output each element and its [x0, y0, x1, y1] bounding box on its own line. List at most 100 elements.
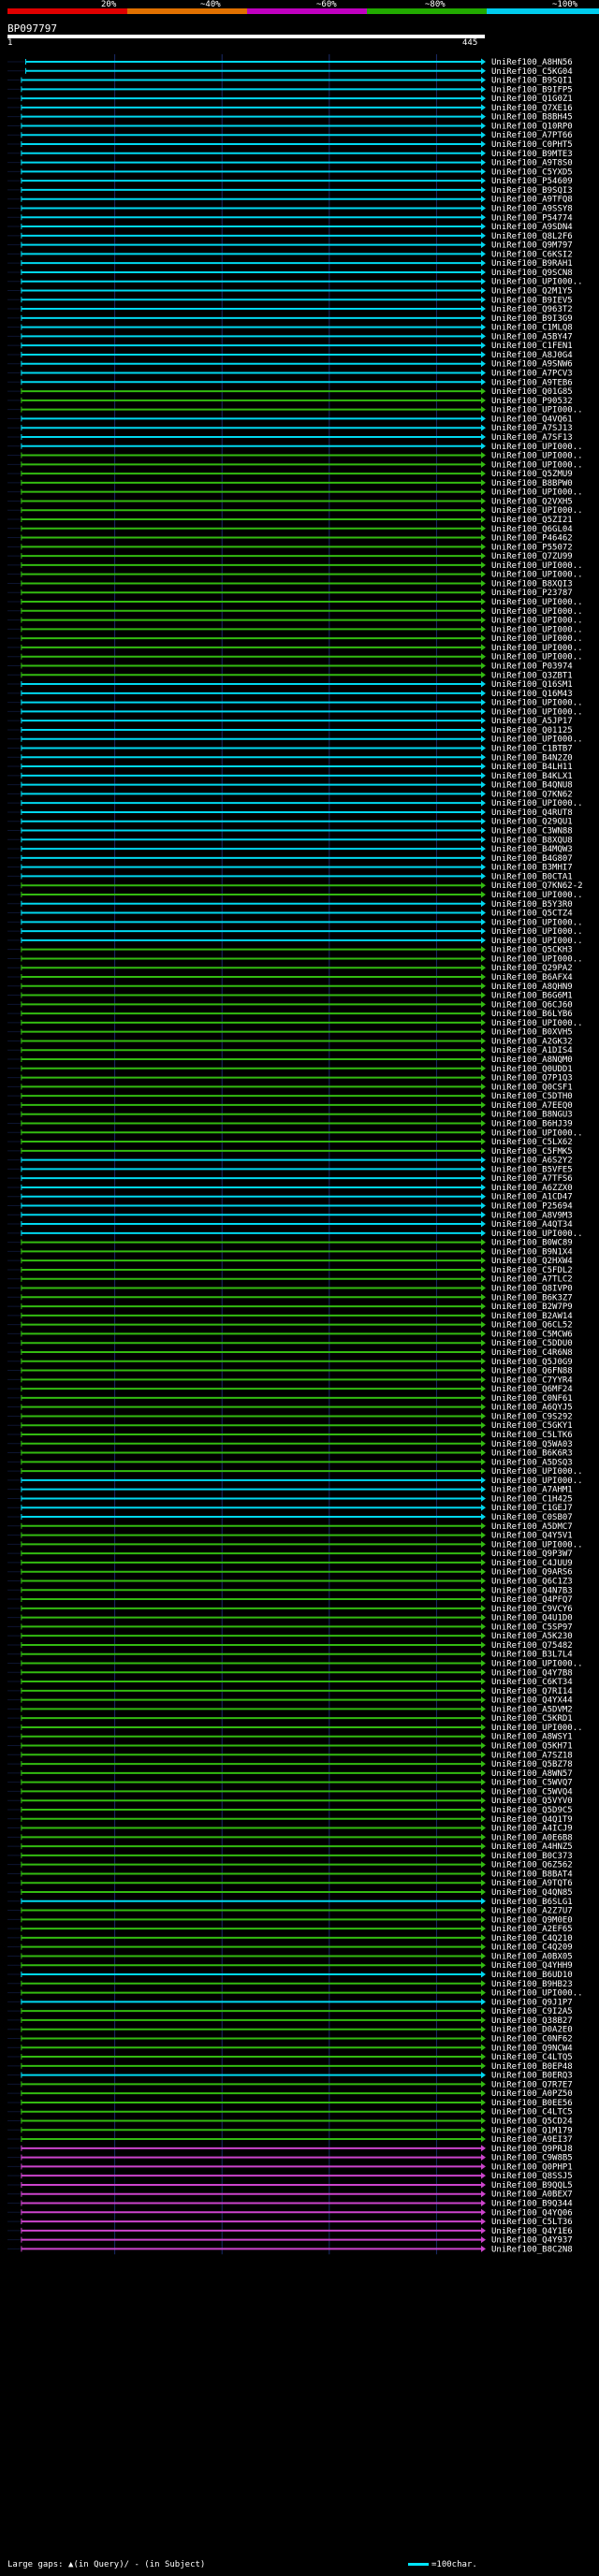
hit-label[interactable]: UniRef100_A4QT34 [491, 1220, 573, 1230]
hit-label[interactable]: UniRef100_A7PCV3 [491, 370, 573, 379]
hit-label[interactable]: UniRef100_UPI000.. [491, 1660, 583, 1669]
hit-label[interactable]: UniRef100_Q5D9C5 [491, 1806, 573, 1815]
hit-label[interactable]: UniRef100_UPI000.. [491, 607, 583, 617]
hit-label[interactable]: UniRef100_A0BX05 [491, 1952, 573, 1961]
hit-label[interactable]: UniRef100_B9IEV5 [491, 296, 573, 305]
hit-label[interactable]: UniRef100_B9N1X4 [491, 1247, 573, 1257]
hit-label[interactable]: UniRef100_Q9NCW4 [491, 2044, 573, 2053]
hit-label[interactable]: UniRef100_B9QQL5 [491, 2181, 573, 2190]
hit-label[interactable]: UniRef100_Q9M797 [491, 241, 573, 251]
hit-label[interactable]: UniRef100_Q5BZ78 [491, 1760, 573, 1769]
hit-label[interactable]: UniRef100_B4N2Z0 [491, 753, 573, 763]
hit-label[interactable]: UniRef100_A5JP17 [491, 717, 573, 726]
hit-label[interactable]: UniRef100_Q9ARS6 [491, 1568, 573, 1578]
hit-label[interactable]: UniRef100_C5LTK6 [491, 1431, 573, 1440]
hit-label[interactable]: UniRef100_C5SP97 [491, 1623, 573, 1632]
hit-label[interactable]: UniRef100_C5LT36 [491, 2218, 573, 2227]
hit-label[interactable]: UniRef100_UPI000.. [491, 891, 583, 900]
hit-label[interactable]: UniRef100_P23787 [491, 589, 573, 598]
hit-label[interactable]: UniRef100_A7SZ18 [491, 1751, 573, 1760]
hit-label[interactable]: UniRef100_C5MCW6 [491, 1330, 573, 1339]
hit-label[interactable]: UniRef100_Q2VXH5 [491, 497, 573, 506]
hit-label[interactable]: UniRef100_B0WC89 [491, 1239, 573, 1248]
hit-label[interactable]: UniRef100_B0XVH5 [491, 1028, 573, 1038]
hit-label[interactable]: UniRef100_Q7P1Q3 [491, 1074, 573, 1084]
hit-label[interactable]: UniRef100_UPI000.. [491, 653, 583, 662]
hit-label[interactable]: UniRef100_A1DIS4 [491, 1046, 573, 1055]
hit-label[interactable]: UniRef100_Q4YX44 [491, 1696, 573, 1706]
hit-label[interactable]: UniRef100_A9T8S0 [491, 159, 573, 168]
hit-label[interactable]: UniRef100_Q29QU1 [491, 818, 573, 827]
hit-label[interactable]: UniRef100_B2W7P9 [491, 1303, 573, 1312]
hit-label[interactable]: UniRef100_A6QYJ5 [491, 1404, 573, 1413]
hit-label[interactable]: UniRef100_UPI000.. [491, 625, 583, 634]
hit-label[interactable]: UniRef100_Q7ZU99 [491, 552, 573, 561]
hit-label[interactable]: UniRef100_Q01G85 [491, 387, 573, 397]
hit-label[interactable]: UniRef100_C6KT34 [491, 1678, 573, 1687]
hit-label[interactable]: UniRef100_A7EEQ0 [491, 1101, 573, 1111]
hit-label[interactable]: UniRef100_UPI000.. [491, 1019, 583, 1028]
hit-label[interactable]: UniRef100_B8BPW0 [491, 479, 573, 488]
hit-label[interactable]: UniRef100_A2GK32 [491, 1037, 573, 1046]
hit-label[interactable]: UniRef100_A9SSY8 [491, 204, 573, 213]
hit-label[interactable]: UniRef100_UPI000.. [491, 1230, 583, 1239]
hit-label[interactable]: UniRef100_UPI000.. [491, 406, 583, 415]
hit-label[interactable]: UniRef100_Q4Y5V1 [491, 1532, 573, 1541]
hit-label[interactable]: UniRef100_Q8IVP0 [491, 1285, 573, 1294]
hit-label[interactable]: UniRef100_B8NGU3 [491, 1111, 573, 1120]
hit-label[interactable]: UniRef100_A7SJ13 [491, 424, 573, 433]
hit-label[interactable]: UniRef100_Q4Y7B8 [491, 1668, 573, 1678]
hit-label[interactable]: UniRef100_UPI000.. [491, 598, 583, 607]
hit-label[interactable]: UniRef100_Q9SCN8 [491, 269, 573, 278]
hit-label[interactable]: UniRef100_Q4N7B3 [491, 1586, 573, 1595]
hit-label[interactable]: UniRef100_C5GKY1 [491, 1421, 573, 1431]
hit-label[interactable]: UniRef100_B9IFP5 [491, 85, 573, 95]
hit-label[interactable]: UniRef100_B9I3G9 [491, 314, 573, 324]
hit-label[interactable]: UniRef100_Q5CKH3 [491, 946, 573, 955]
hit-label[interactable]: UniRef100_UPI000.. [491, 278, 583, 287]
hit-label[interactable]: UniRef100_B8BAT4 [491, 1870, 573, 1879]
hit-label[interactable]: UniRef100_A2Z7U7 [491, 1907, 573, 1916]
hit-label[interactable]: UniRef100_C1H425 [491, 1494, 573, 1504]
hit-label[interactable]: UniRef100_Q8L2F6 [491, 232, 573, 241]
hit-label[interactable]: UniRef100_C7YYR4 [491, 1375, 573, 1385]
hit-label[interactable]: UniRef100_P25694 [491, 1202, 573, 1212]
hit-label[interactable]: UniRef100_B8XQU8 [491, 836, 573, 845]
hit-label[interactable]: UniRef100_UPI000.. [491, 937, 583, 946]
hit-label[interactable]: UniRef100_A4ICJ9 [491, 1825, 573, 1834]
hit-label[interactable]: UniRef100_B6HJ39 [491, 1119, 573, 1128]
hit-label[interactable]: UniRef100_UPI000.. [491, 571, 583, 580]
hit-label[interactable]: UniRef100_UPI000.. [491, 1989, 583, 1999]
hit-label[interactable]: UniRef100_UPI000.. [491, 1128, 583, 1138]
hit-label[interactable]: UniRef100_Q29PA2 [491, 964, 573, 973]
hit-label[interactable]: UniRef100_A8HN56 [491, 58, 573, 67]
hit-label[interactable]: UniRef100_B2AW14 [491, 1312, 573, 1321]
hit-label[interactable]: UniRef100_C5DDU0 [491, 1339, 573, 1348]
hit-label[interactable]: UniRef100_C6KSI2 [491, 250, 573, 259]
hit-label[interactable]: UniRef100_C5FDL2 [491, 1266, 573, 1275]
hit-label[interactable]: UniRef100_A8NQM0 [491, 1055, 573, 1065]
hit-label[interactable]: UniRef100_Q6FN88 [491, 1367, 573, 1376]
hit-label[interactable]: UniRef100_UPI000.. [491, 452, 583, 461]
hit-label[interactable]: UniRef100_UPI000.. [491, 617, 583, 626]
hit-label[interactable]: UniRef100_Q0PHP1 [491, 2162, 573, 2172]
hit-label[interactable]: UniRef100_Q4VQ61 [491, 415, 573, 424]
hit-label[interactable]: UniRef100_UPI000.. [491, 1477, 583, 1486]
hit-label[interactable]: UniRef100_C5DTH0 [491, 1092, 573, 1101]
hit-label[interactable]: UniRef100_Q5ZI21 [491, 516, 573, 525]
hit-label[interactable]: UniRef100_B9SQI3 [491, 186, 573, 196]
hit-label[interactable]: UniRef100_C4Q210 [491, 1934, 573, 1943]
hit-label[interactable]: UniRef100_Q4U1D0 [491, 1614, 573, 1623]
hit-label[interactable]: UniRef100_B0ERQ3 [491, 2072, 573, 2081]
hit-label[interactable]: UniRef100_Q5CD24 [491, 2118, 573, 2127]
hit-label[interactable]: UniRef100_A7PT66 [491, 131, 573, 140]
hit-label[interactable]: UniRef100_A9TQT6 [491, 1879, 573, 1888]
hit-label[interactable]: UniRef100_C9I2A5 [491, 2007, 573, 2016]
hit-label[interactable]: UniRef100_Q9P3W7 [491, 1550, 573, 1559]
hit-label[interactable]: UniRef100_B4LH11 [491, 763, 573, 772]
hit-label[interactable]: UniRef100_C5YXD5 [491, 167, 573, 177]
hit-label[interactable]: UniRef100_Q3ZBT1 [491, 671, 573, 680]
hit-label[interactable]: UniRef100_Q4Q1T9 [491, 1815, 573, 1825]
hit-label[interactable]: UniRef100_Q6C1Z3 [491, 1577, 573, 1586]
hit-label[interactable]: UniRef100_UPI000.. [491, 634, 583, 644]
